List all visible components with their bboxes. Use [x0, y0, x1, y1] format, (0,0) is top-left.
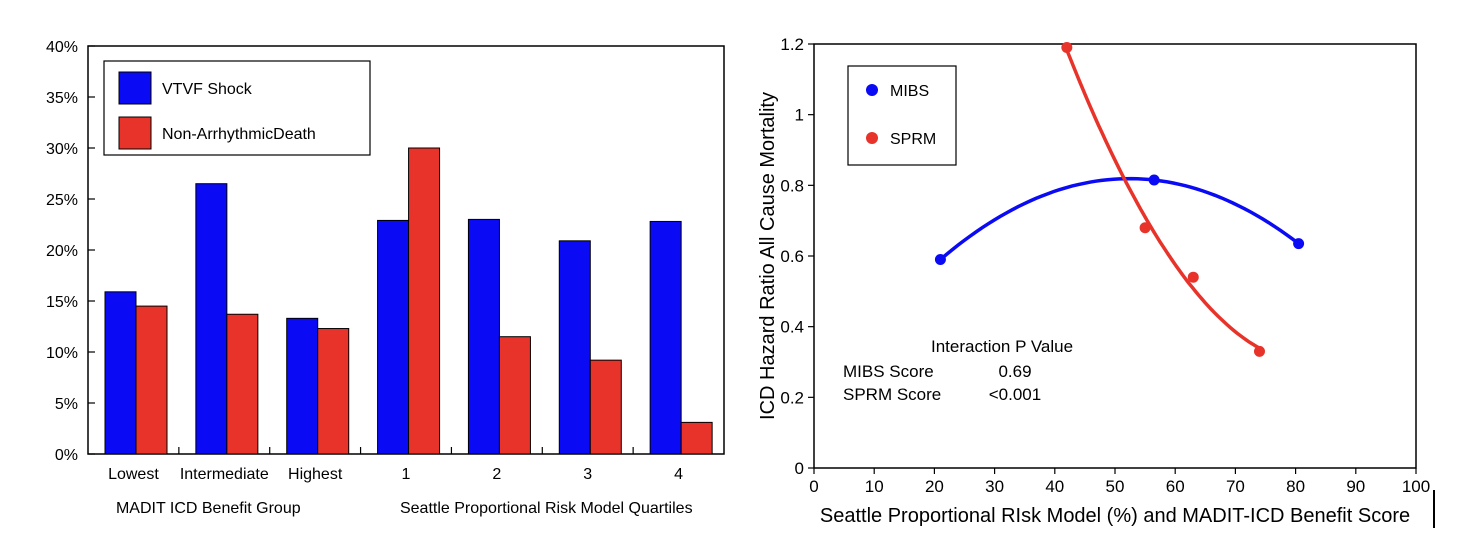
- x-category-label: 3: [583, 466, 592, 483]
- point-sprm: [1139, 222, 1151, 234]
- scatter-legend-box: [847, 65, 957, 166]
- x-tick-label: 40: [1045, 477, 1064, 496]
- legend-label: SPRM: [890, 131, 936, 148]
- legend-label: MIBS: [890, 83, 929, 100]
- x-tick-label: 60: [1166, 477, 1185, 496]
- bar-vtvf-shock: [286, 317, 319, 455]
- group-label-seattle: Seattle Proportional Risk Model Quartile…: [400, 500, 693, 517]
- bar-vtvf-shock: [195, 183, 228, 455]
- legend-marker: [866, 132, 878, 144]
- y-axis-title: ICD Hazard Ratio All Cause Mortality: [757, 92, 779, 420]
- annotation-row-value: 0.69: [998, 362, 1031, 381]
- group-label-madit: MADIT ICD Benefit Group: [116, 500, 301, 517]
- point-sprm: [1253, 345, 1265, 357]
- bar-non-arrhythmic-death: [498, 336, 531, 455]
- point-sprm: [1187, 271, 1199, 283]
- x-tick-label: 80: [1286, 477, 1305, 496]
- y-tick-label: 0: [795, 459, 804, 478]
- y-tick-label: 1: [795, 106, 804, 125]
- y-tick-label: 5%: [55, 396, 78, 413]
- x-category-label: Highest: [288, 466, 343, 483]
- bar-non-arrhythmic-death: [317, 328, 350, 455]
- y-tick-label: 35%: [46, 90, 78, 107]
- bar-non-arrhythmic-death: [589, 359, 622, 455]
- x-tick-label: 20: [925, 477, 944, 496]
- x-axis-title: Seattle Proportional RIsk Model (%) and …: [820, 505, 1410, 527]
- x-tick-label: 0: [809, 477, 818, 496]
- y-tick-label: 0.4: [780, 318, 804, 337]
- y-tick-label: 0.2: [780, 388, 804, 407]
- legend-label: Non-ArrhythmicDeath: [162, 126, 316, 143]
- annotation-row-label: MIBS Score: [843, 362, 934, 381]
- y-tick-label: 0%: [55, 447, 78, 464]
- y-tick-label: 15%: [46, 294, 78, 311]
- x-tick-label: 70: [1226, 477, 1245, 496]
- bar-vtvf-shock: [104, 291, 137, 455]
- x-tick-label: 50: [1106, 477, 1125, 496]
- x-tick-label: 10: [865, 477, 884, 496]
- bar-non-arrhythmic-death: [226, 313, 259, 455]
- y-tick-label: 0.8: [780, 176, 804, 195]
- x-category-label: 4: [674, 466, 683, 483]
- annotation-row-value: <0.001: [989, 385, 1041, 404]
- bar-non-arrhythmic-death: [135, 305, 168, 455]
- fit-curve-mibs: [939, 176, 1300, 261]
- bar-vtvf-shock: [377, 219, 410, 455]
- scatter-chart: 0 0.2 0.4 0.6 0.8 1 1.2 0 10 20 30 40 50 60 70 80 90 100 S…: [757, 35, 1435, 528]
- legend-swatch: [118, 116, 152, 150]
- bar-non-arrhythmic-death: [680, 421, 713, 455]
- bar-vtvf-shock: [649, 220, 682, 455]
- legend-swatch: [118, 71, 152, 105]
- point-mibs: [1148, 174, 1160, 186]
- x-category-label: Lowest: [108, 466, 159, 483]
- y-tick-label: 20%: [46, 243, 78, 260]
- point-mibs: [934, 254, 946, 266]
- y-tick-label: 1.2: [780, 35, 804, 54]
- y-tick-label: 40%: [46, 39, 78, 56]
- y-tick-label: 25%: [46, 192, 78, 209]
- legend-label: VTVF Shock: [162, 81, 253, 98]
- point-sprm: [1061, 42, 1073, 54]
- x-category-label: 1: [402, 466, 411, 483]
- bar-vtvf-shock: [467, 218, 500, 455]
- y-tick-label: 30%: [46, 141, 78, 158]
- bar-chart: 0% 5% 10% 15% 20% 25% 30% 35% 40% Lowest Intermedi…: [46, 39, 725, 517]
- bar-vtvf-shock: [558, 240, 591, 455]
- point-mibs: [1293, 238, 1305, 250]
- x-category-label: 2: [492, 466, 501, 483]
- annotation-title: Interaction P Value: [931, 337, 1073, 356]
- x-tick-label: 30: [985, 477, 1004, 496]
- x-tick-label: 100: [1402, 477, 1430, 496]
- x-category-label: Intermediate: [180, 466, 269, 483]
- y-tick-label: 10%: [46, 345, 78, 362]
- bar-non-arrhythmic-death: [408, 147, 441, 455]
- x-tick-label: 90: [1346, 477, 1365, 496]
- annotation-row-label: SPRM Score: [843, 385, 941, 404]
- fit-curve-sprm: [1065, 49, 1261, 350]
- legend-marker: [866, 84, 878, 96]
- y-tick-label: 0.6: [780, 247, 804, 266]
